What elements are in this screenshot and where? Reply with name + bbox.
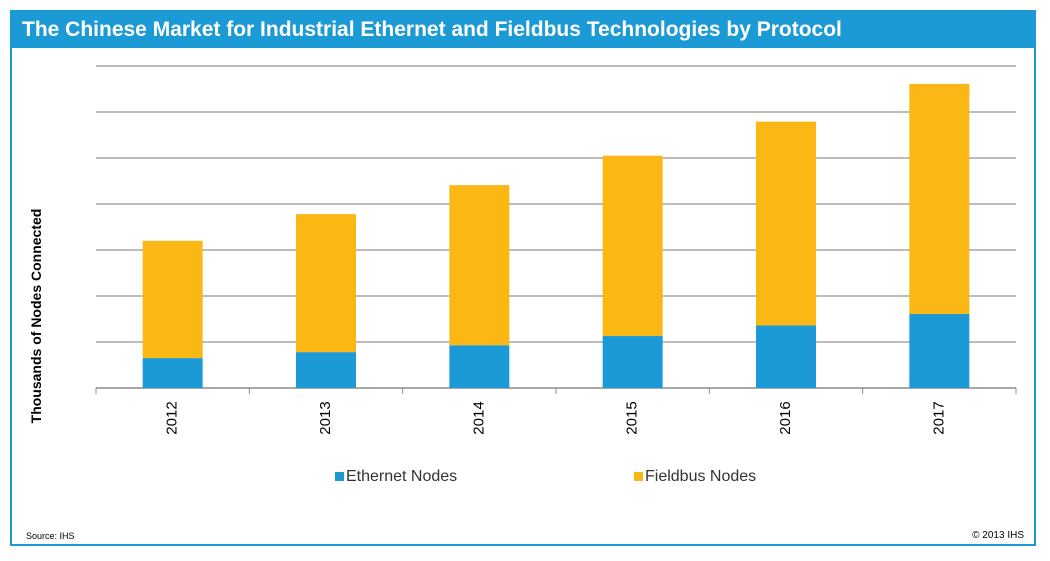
bar-ethernet-2013 — [296, 352, 356, 388]
chart-title: The Chinese Market for Industrial Ethern… — [12, 12, 1034, 48]
copyright-note: © 2013 IHS — [972, 530, 1024, 541]
source-note: Source: IHS — [26, 531, 75, 541]
bar-fieldbus-2016 — [756, 121, 816, 326]
bar-ethernet-2015 — [602, 336, 663, 388]
legend-label: Ethernet Nodes — [346, 468, 457, 485]
x-tick-label: 2013 — [317, 401, 334, 434]
legend-swatch — [335, 472, 344, 481]
legend-swatch — [634, 472, 643, 481]
x-tick-label: 2016 — [777, 401, 794, 434]
bar-ethernet-2017 — [909, 313, 970, 388]
x-tick-label: 2017 — [930, 401, 947, 434]
legend-label: Fieldbus Nodes — [645, 468, 756, 485]
bar-ethernet-2012 — [142, 358, 203, 388]
bar-ethernet-2014 — [449, 345, 510, 388]
x-tick-label: 2015 — [624, 401, 641, 434]
bar-fieldbus-2015 — [602, 155, 663, 337]
bar-fieldbus-2014 — [449, 185, 510, 346]
bar-fieldbus-2013 — [296, 214, 356, 353]
bar-fieldbus-2017 — [909, 83, 970, 314]
bar-fieldbus-2012 — [142, 240, 203, 359]
bar-ethernet-2016 — [756, 325, 816, 388]
x-tick-label: 2014 — [470, 401, 487, 434]
x-tick-label: 2012 — [164, 401, 181, 434]
